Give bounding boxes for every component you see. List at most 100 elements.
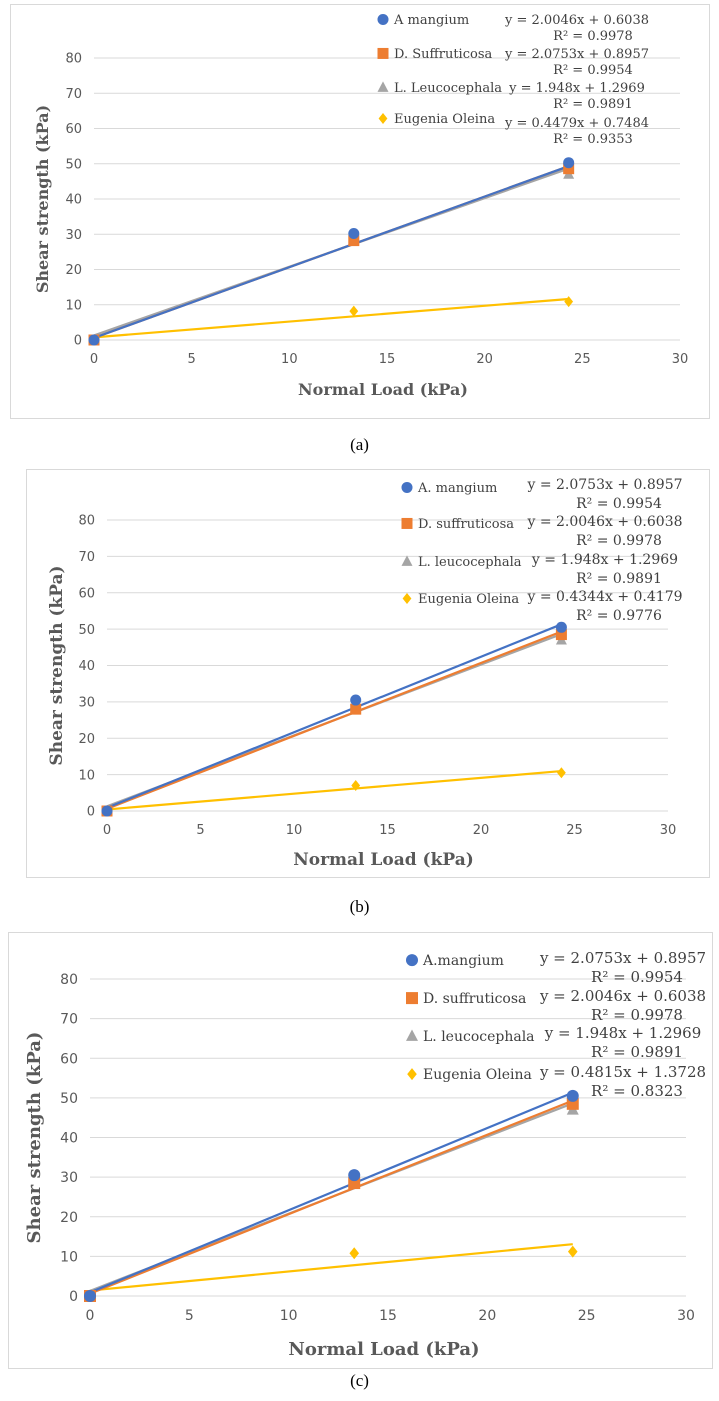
y-tick-label: 60 <box>78 586 95 601</box>
legend-label: D. suffruticosa <box>418 517 514 532</box>
r-squared: R² = 0.9954 <box>553 63 633 78</box>
legend-label: Eugenia Oleina <box>423 1067 532 1083</box>
data-point <box>555 621 567 633</box>
x-tick-label: 25 <box>574 352 591 367</box>
x-tick-label: 0 <box>86 1308 95 1324</box>
trendline <box>89 1099 574 1295</box>
data-point <box>348 1169 361 1182</box>
chart-panel-c: 0 10 20 30 40 50 60 70 80 0 5 10 15 20 25 30 Normal Load… <box>0 932 719 1372</box>
legend-marker <box>377 13 389 25</box>
legend-label: Eugenia Oleina <box>394 112 495 127</box>
x-tick-label: 0 <box>90 352 98 367</box>
y-tick-label: 40 <box>65 193 82 208</box>
x-tick-label: 20 <box>473 823 490 838</box>
data-point <box>350 703 362 715</box>
r-squared: R² = 0.9978 <box>576 533 662 549</box>
y-tick-label: 30 <box>65 228 82 243</box>
data-point <box>88 334 100 346</box>
legend-marker <box>402 592 412 604</box>
legend-marker <box>407 1068 417 1081</box>
y-tick-label: 50 <box>60 1091 78 1107</box>
trendline <box>106 630 562 810</box>
y-axis-title: Shear strength (kPa) <box>24 1032 45 1244</box>
chart-b-svg: 0 10 20 30 40 50 60 70 80 0 5 10 15 20 25 30 Normal Load… <box>47 477 683 870</box>
chart-panel-a: 0 10 20 30 40 50 60 70 80 0 5 10 15 20 25 30 Normal Load… <box>0 0 719 420</box>
data-point <box>101 805 113 817</box>
chart-frame-a <box>10 4 710 419</box>
x-tick-label: 30 <box>672 352 689 367</box>
x-tick-label: 10 <box>280 1308 298 1324</box>
y-tick-label: 10 <box>60 1249 78 1265</box>
legend-marker <box>406 992 418 1005</box>
x-tick-label: 5 <box>188 352 196 367</box>
legend-label: L. leucocephala <box>418 555 522 570</box>
y-tick-label: 10 <box>65 298 82 313</box>
legend-label: A. mangium <box>417 481 497 496</box>
y-tick-label: 80 <box>78 514 95 529</box>
r-squared: R² = 0.8323 <box>591 1082 683 1100</box>
legend-marker <box>406 954 418 967</box>
y-axis-title: Shear strength (kPa) <box>33 105 52 293</box>
y-tick-label: 0 <box>74 334 82 349</box>
caption-c: (c) <box>350 1371 369 1390</box>
y-tick-label: 30 <box>60 1170 78 1186</box>
r-squared: R² = 0.9891 <box>576 571 662 587</box>
x-axis-title: Normal Load (kPa) <box>288 1339 479 1360</box>
y-tick-label: 60 <box>65 122 82 137</box>
data-point <box>557 767 566 779</box>
y-tick-label: 80 <box>65 52 82 67</box>
x-tick-label: 30 <box>660 823 677 838</box>
trendline-equation: y = 2.0046x + 0.6038 <box>526 514 682 530</box>
y-tick-label: 50 <box>65 157 82 172</box>
x-tick-label: 20 <box>478 1308 496 1324</box>
trendline-equation: y = 1.948x + 1.2969 <box>544 1024 702 1042</box>
x-tick-label: 10 <box>281 352 298 367</box>
legend-label: Eugenia Oleina <box>418 592 519 607</box>
caption-b: (b) <box>349 897 370 916</box>
legend-marker <box>401 555 413 566</box>
trendline-equation: y = 0.4344x + 0.4179 <box>526 589 682 605</box>
data-point <box>349 1247 360 1260</box>
x-tick-label: 15 <box>379 352 396 367</box>
legend-label: A mangium <box>393 13 469 28</box>
legend-label: L. Leucocephala <box>394 81 502 96</box>
y-axis-title: Shear strength (kPa) <box>47 565 67 765</box>
legend-label: D. Suffruticosa <box>394 47 492 62</box>
trendline-equation: y = 2.0046x + 0.6038 <box>504 13 649 28</box>
x-tick-label: 30 <box>677 1308 695 1324</box>
y-tick-label: 50 <box>78 623 95 638</box>
y-tick-label: 10 <box>78 768 95 783</box>
trendline-equation: y = 1.948x + 1.2969 <box>508 81 645 96</box>
y-tick-label: 20 <box>60 1210 78 1226</box>
y-tick-label: 0 <box>87 805 95 820</box>
y-tick-label: 70 <box>60 1012 78 1028</box>
x-tick-label: 15 <box>379 823 396 838</box>
data-point <box>351 780 361 792</box>
x-tick-label: 0 <box>103 823 111 838</box>
r-squared: R² = 0.9891 <box>553 97 633 112</box>
x-tick-label: 10 <box>286 823 303 838</box>
legend-marker <box>401 517 413 529</box>
r-squared: R² = 0.9978 <box>553 29 633 44</box>
chart-panel-b: 0 10 20 30 40 50 60 70 80 0 5 10 15 20 25 30 Normal Load… <box>0 465 719 885</box>
trendline <box>106 769 562 811</box>
data-point <box>555 629 567 641</box>
x-tick-label: 15 <box>379 1308 397 1324</box>
y-tick-label: 20 <box>78 732 95 747</box>
y-tick-label: 30 <box>78 696 95 711</box>
trendline-equation: y = 2.0753x + 0.8957 <box>539 949 706 967</box>
y-tick-label: 60 <box>60 1051 78 1067</box>
chart-a-svg: 0 10 20 30 40 50 60 70 80 0 5 10 15 20 25 30 Normal Load… <box>33 13 689 399</box>
trendline <box>89 1091 574 1294</box>
data-point <box>350 694 362 706</box>
trendline <box>93 297 569 339</box>
trendline <box>106 623 562 809</box>
trendline-equation: y = 2.0046x + 0.6038 <box>539 987 706 1005</box>
trendline-equation: y = 2.0753x + 0.8957 <box>504 47 649 62</box>
legend-marker <box>406 1029 418 1041</box>
x-tick-label: 20 <box>476 352 493 367</box>
x-tick-label: 25 <box>578 1308 596 1324</box>
data-point <box>349 305 359 317</box>
y-tick-label: 40 <box>78 659 95 674</box>
trendline-equation: y = 1.948x + 1.2969 <box>531 552 678 568</box>
